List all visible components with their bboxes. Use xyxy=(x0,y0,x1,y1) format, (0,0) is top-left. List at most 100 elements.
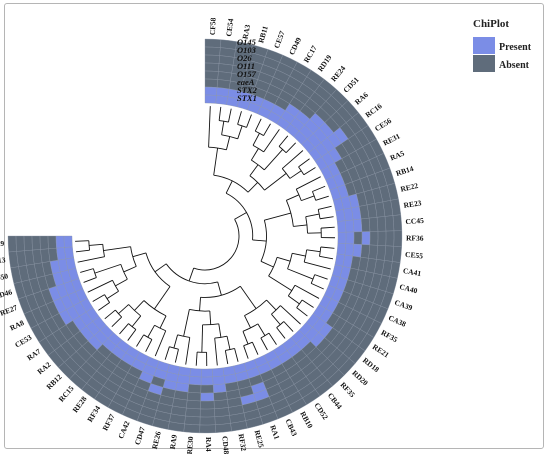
tree-branch xyxy=(225,180,233,194)
heatmap-rings xyxy=(7,38,403,434)
track-label: O145 xyxy=(237,37,257,47)
tree-branch xyxy=(280,305,301,325)
tree-branch xyxy=(83,277,97,283)
leaf-label: RE28 xyxy=(71,394,89,414)
tree-branch xyxy=(219,120,229,123)
leaf-label: CE56 xyxy=(373,116,393,133)
leaf-label: RE27 xyxy=(0,303,19,318)
heatmap-cell xyxy=(212,383,227,393)
tree-branch xyxy=(88,240,91,251)
tree-branch xyxy=(263,123,271,136)
tree-branch xyxy=(136,334,145,347)
tree-branch xyxy=(249,175,265,191)
tree-branch xyxy=(314,274,328,280)
tree-branch xyxy=(118,304,129,314)
tree-branch xyxy=(173,334,178,349)
heatmap-cell xyxy=(392,214,403,232)
tree-branch xyxy=(213,174,249,193)
heatmap-cell xyxy=(199,424,216,434)
tree-branch xyxy=(112,280,119,292)
heatmap-cell xyxy=(183,423,201,434)
tree-branch xyxy=(260,337,268,351)
tree-branch xyxy=(209,310,212,325)
tree-branch xyxy=(193,219,240,271)
tree-branch xyxy=(242,323,259,332)
tree-branch xyxy=(251,342,259,355)
heatmap-cell xyxy=(204,62,220,72)
tree-branch xyxy=(268,332,277,345)
tree-branch xyxy=(208,106,211,148)
tree-branch xyxy=(92,268,97,278)
tree-branch xyxy=(89,243,103,246)
tree-branch xyxy=(234,348,239,362)
tree-branch xyxy=(268,275,293,292)
tree-branch xyxy=(255,130,264,136)
leaf-label: RA3 xyxy=(240,24,252,40)
heatmap-cell xyxy=(186,391,201,402)
tree-branch xyxy=(145,252,171,287)
track-label: STX1 xyxy=(237,93,257,103)
leaf-label: RA6 xyxy=(353,90,370,107)
heatmap-cell xyxy=(199,408,215,418)
tree-branch xyxy=(296,307,308,317)
leaf-label: CE57 xyxy=(272,29,287,49)
tree-branch xyxy=(294,284,320,299)
leaf-label: RB14 xyxy=(395,164,415,178)
tree-branch xyxy=(252,239,267,242)
tree-branch xyxy=(242,331,249,345)
tree-branch xyxy=(183,309,190,337)
leaf-label: RD20 xyxy=(350,368,370,387)
tree-branch xyxy=(271,313,281,325)
leaf-label: RA4 xyxy=(204,437,213,452)
leaf-label: RA7 xyxy=(25,347,42,363)
tree-branch xyxy=(239,285,257,309)
tree-branch xyxy=(319,216,334,220)
tree-branch xyxy=(221,121,225,135)
leaf-label: RE31 xyxy=(381,131,401,147)
tree-branch xyxy=(249,164,259,176)
tree-branch xyxy=(225,192,254,240)
leaf-label: CD46 xyxy=(0,287,13,301)
tree-branch xyxy=(296,176,321,190)
tree-branch xyxy=(306,249,321,253)
tree-branch xyxy=(254,118,262,132)
tree-branch xyxy=(304,261,331,270)
heatmap-cell xyxy=(344,243,354,257)
heatmap-cell xyxy=(56,247,67,261)
tree-branch xyxy=(119,323,129,335)
tree-branch xyxy=(298,166,305,175)
tree-branch xyxy=(111,316,122,327)
leaf-label: RF37 xyxy=(101,412,117,432)
heatmap-cell xyxy=(204,54,220,64)
tree-branch xyxy=(120,264,128,280)
tree-branch xyxy=(243,345,249,359)
tree-branch xyxy=(305,213,320,218)
tree-branch xyxy=(318,205,332,210)
heatmap-cell xyxy=(352,243,362,258)
tree-branch xyxy=(301,299,314,308)
tree-branch xyxy=(292,252,306,257)
heatmap-cell xyxy=(204,94,217,104)
leaf-label: RE29 xyxy=(0,239,5,249)
leaf-label: CD50 xyxy=(0,271,9,284)
tree-branch xyxy=(281,168,291,179)
tree-branch xyxy=(226,136,231,150)
tree-branch xyxy=(303,249,308,263)
heatmap-cell xyxy=(31,235,41,251)
tree-branch xyxy=(285,142,296,153)
heatmap-cell xyxy=(204,46,221,56)
tree-branch xyxy=(143,334,153,340)
leaf-label: RE22 xyxy=(399,181,419,194)
leaf-label: RC17 xyxy=(302,44,319,65)
leaf-label: CE55 xyxy=(405,250,424,261)
tree-branch xyxy=(164,346,170,360)
heatmap-cell xyxy=(204,86,218,96)
track-label: eaeA xyxy=(237,77,255,87)
heatmap-cell xyxy=(64,246,74,260)
tree-branch xyxy=(287,253,293,270)
tree-branch xyxy=(288,295,300,305)
leaf-label: RF35 xyxy=(380,328,400,344)
tree-branch xyxy=(252,144,264,153)
tree-branch xyxy=(154,286,171,310)
